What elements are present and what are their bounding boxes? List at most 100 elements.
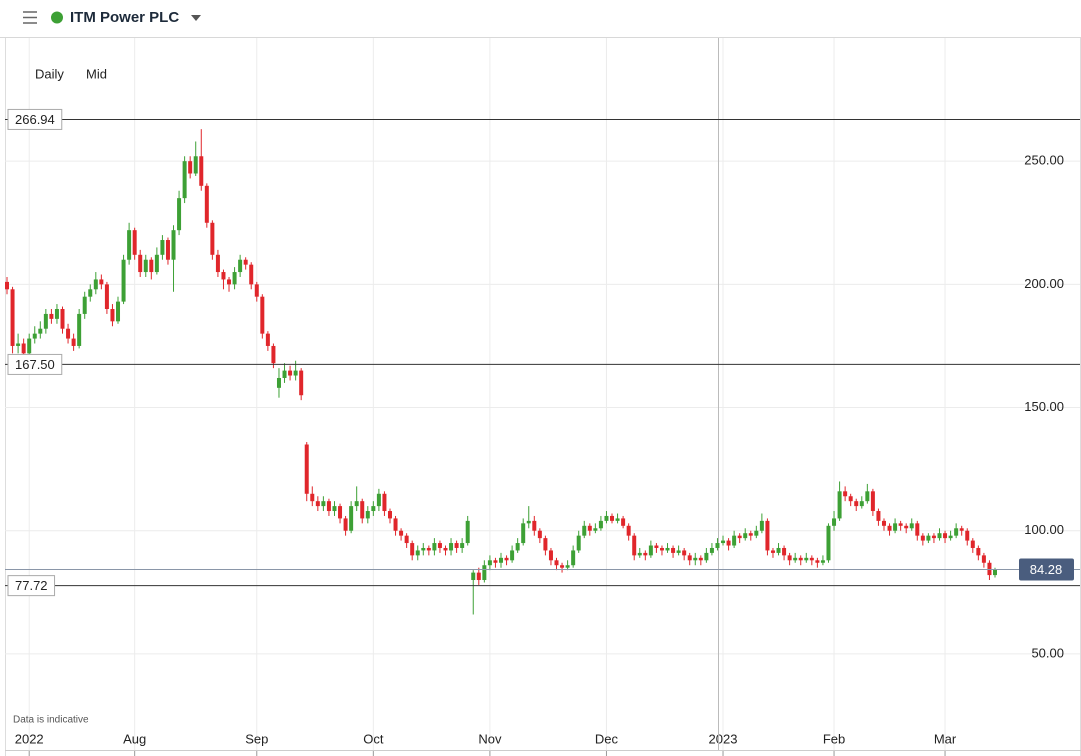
candle-body bbox=[487, 560, 492, 566]
candle-body bbox=[904, 525, 909, 529]
candle-body bbox=[249, 264, 254, 285]
candle-body bbox=[881, 520, 886, 526]
y-tick-label: 50.00 bbox=[1031, 645, 1064, 660]
header-bar bbox=[0, 0, 1081, 37]
candle-body bbox=[232, 272, 237, 285]
candle-body bbox=[898, 523, 903, 526]
candle-body bbox=[332, 506, 337, 512]
candle-body bbox=[271, 345, 276, 364]
candle-body bbox=[754, 530, 759, 536]
candle-body bbox=[748, 533, 753, 536]
candle-body bbox=[848, 496, 853, 502]
candle-body bbox=[626, 525, 631, 536]
candle-body bbox=[265, 333, 270, 346]
y-tick-label: 200.00 bbox=[1024, 276, 1064, 291]
candle-body bbox=[421, 547, 426, 551]
y-tick-label: 150.00 bbox=[1024, 399, 1064, 414]
instrument-title[interactable]: ITM Power PLC bbox=[70, 9, 179, 26]
candle-body bbox=[260, 296, 265, 334]
x-tick-label: 2022 bbox=[15, 731, 44, 746]
candle-body bbox=[149, 259, 154, 273]
level-label-box bbox=[7, 353, 63, 375]
candle-body bbox=[704, 552, 709, 561]
overlays: 266.94 167.50 77.72 84.28 bbox=[5, 108, 1080, 597]
candle-body bbox=[360, 501, 365, 519]
candle-body bbox=[737, 535, 742, 539]
last-price-label: 84.28 bbox=[1030, 562, 1063, 577]
candle-body bbox=[204, 185, 209, 223]
candle-body bbox=[387, 511, 392, 519]
candle-body bbox=[576, 535, 581, 551]
candle-body bbox=[698, 557, 703, 561]
candle-body bbox=[127, 230, 132, 260]
candle-body bbox=[721, 540, 726, 544]
candle-body bbox=[887, 525, 892, 531]
status-dot bbox=[51, 11, 63, 24]
candle-body bbox=[504, 557, 509, 561]
candle-body bbox=[676, 550, 681, 553]
x-tick-label: Oct bbox=[363, 731, 384, 746]
candle-body bbox=[104, 284, 109, 310]
candle-body bbox=[443, 547, 448, 551]
candle-body bbox=[671, 547, 676, 553]
candle-body bbox=[798, 557, 803, 561]
candle-body bbox=[71, 338, 76, 346]
candle-body bbox=[993, 569, 997, 576]
candle-body bbox=[60, 309, 65, 329]
candles bbox=[5, 129, 997, 615]
candle-body bbox=[426, 547, 431, 551]
candle-body bbox=[138, 254, 143, 273]
candle-body bbox=[593, 528, 598, 531]
candle-body bbox=[537, 530, 542, 539]
price-type-label[interactable]: Mid bbox=[86, 66, 107, 81]
candle-body bbox=[987, 562, 992, 576]
dropdown-caret[interactable] bbox=[191, 15, 201, 21]
candle-body bbox=[843, 491, 848, 497]
candle-body bbox=[165, 240, 170, 260]
candle-body bbox=[299, 370, 304, 396]
candle-body bbox=[188, 161, 193, 174]
candle-body bbox=[193, 156, 198, 174]
candle-body bbox=[615, 518, 620, 521]
candle-body bbox=[465, 520, 470, 544]
candle-body bbox=[682, 550, 687, 556]
candle-body bbox=[121, 259, 126, 302]
candle-body bbox=[326, 501, 331, 512]
candle-body bbox=[116, 301, 121, 322]
menu-icon[interactable] bbox=[23, 11, 37, 24]
candle-body bbox=[5, 281, 9, 290]
candle-body bbox=[943, 533, 948, 539]
y-tick-label: 100.00 bbox=[1024, 522, 1064, 537]
candle-body bbox=[288, 370, 293, 376]
candle-body bbox=[659, 547, 664, 551]
candle-body bbox=[793, 557, 798, 561]
candle-body bbox=[254, 284, 259, 297]
candle-body bbox=[743, 533, 748, 539]
candle-body bbox=[715, 543, 720, 548]
candle-body bbox=[931, 535, 936, 539]
candle-body bbox=[915, 523, 920, 536]
candle-body bbox=[449, 543, 454, 551]
candle-body bbox=[787, 555, 792, 561]
candle-body bbox=[404, 535, 409, 544]
candle-body bbox=[376, 493, 381, 507]
candle-body bbox=[648, 545, 653, 556]
candle-body bbox=[965, 530, 970, 541]
candle-body bbox=[565, 565, 570, 568]
level-label: 266.94 bbox=[15, 112, 55, 127]
candle-body bbox=[621, 518, 626, 526]
candle-body bbox=[521, 523, 526, 544]
candle-body bbox=[471, 572, 476, 581]
candle-body bbox=[732, 535, 737, 546]
candle-body bbox=[909, 523, 914, 529]
candle-body bbox=[460, 543, 465, 548]
candle-body bbox=[709, 547, 714, 553]
interval-label[interactable]: Daily bbox=[35, 66, 64, 81]
candle-body bbox=[276, 377, 281, 388]
candle-body bbox=[693, 557, 698, 561]
candle-body bbox=[499, 557, 503, 563]
candle-body bbox=[38, 328, 43, 334]
level-label: 77.72 bbox=[15, 578, 48, 593]
candle-body bbox=[282, 370, 287, 378]
